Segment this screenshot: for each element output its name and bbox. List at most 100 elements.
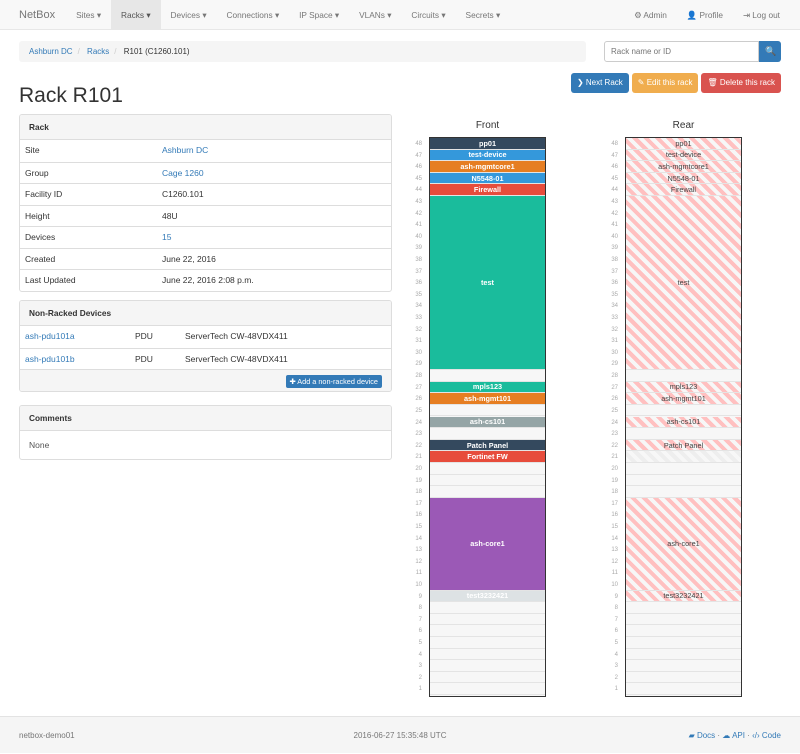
unit-number: 40 [611, 233, 618, 240]
edit-rack-button[interactable]: ✎ Edit this rack [631, 73, 699, 93]
empty-slot[interactable] [430, 486, 545, 498]
device-link[interactable]: ash-pdu101a [25, 331, 75, 341]
empty-slot[interactable] [430, 370, 545, 382]
empty-slot[interactable] [430, 660, 545, 672]
empty-slot[interactable] [430, 637, 545, 649]
empty-slot[interactable] [626, 405, 741, 417]
unit-number: 6 [614, 628, 618, 635]
footer: netbox-demo01 2016-06-27 15:35:48 UTC ▰ … [0, 716, 800, 753]
nav-menu-6[interactable]: Circuits ▾ [411, 9, 446, 20]
panel-heading: Comments [20, 406, 391, 431]
empty-slot[interactable] [626, 463, 741, 475]
unit-number: 46 [415, 164, 422, 171]
logout-link[interactable]: ⇥ Log out [743, 9, 780, 20]
device-slot[interactable]: ash-cs101 [626, 416, 741, 429]
empty-slot[interactable] [430, 428, 545, 440]
device-slot[interactable]: Firewall [626, 184, 741, 196]
api-link[interactable]: ☁ API [722, 731, 745, 740]
empty-slot[interactable] [626, 649, 741, 661]
empty-slot[interactable] [626, 625, 741, 637]
unit-number: 48 [611, 141, 618, 147]
nav-menu-3[interactable]: Connections ▾ [226, 9, 280, 20]
docs-link[interactable]: ▰ Docs [688, 731, 716, 740]
nav-menu-2[interactable]: Devices ▾ [170, 9, 207, 20]
device-slot[interactable]: Fortinet FW [430, 451, 545, 463]
device-slot[interactable]: Patch Panel [626, 439, 741, 452]
unit-number: 1 [614, 686, 618, 693]
empty-slot[interactable] [430, 672, 545, 684]
detail-value: June 22, 2016 [162, 253, 216, 264]
unit-number: 11 [415, 570, 422, 577]
device-slot[interactable]: ash-mgmt101 [626, 393, 741, 405]
device-slot[interactable]: test3232421 [430, 590, 545, 603]
search-button[interactable]: 🔍 [759, 41, 781, 62]
detail-value: C1260.101 [162, 189, 204, 199]
profile-link[interactable]: 👤 Profile [686, 9, 724, 20]
empty-slot[interactable] [430, 405, 545, 417]
device-slot[interactable]: mpls123 [430, 381, 545, 394]
device-slot[interactable]: ash-mgmt101 [430, 393, 545, 405]
device-slot[interactable]: N5548-01 [430, 172, 545, 185]
device-slot[interactable]: mpls123 [626, 381, 741, 394]
device-slot[interactable]: pp01 [430, 138, 545, 150]
device-slot[interactable]: ash-mgmtcore1 [626, 161, 741, 173]
unit-number: 44 [611, 187, 618, 194]
code-link[interactable]: ‹/› Code [752, 731, 781, 740]
device-slot[interactable] [626, 451, 741, 463]
empty-slot[interactable] [626, 683, 741, 695]
device-slot[interactable]: Firewall [430, 184, 545, 196]
breadcrumb: Ashburn DC / Racks / R101 (C1260.101) [19, 41, 586, 62]
empty-slot[interactable] [626, 486, 741, 498]
empty-slot[interactable] [430, 614, 545, 626]
device-slot[interactable]: test3232421 [626, 590, 741, 603]
next-rack-button[interactable]: ❯ Next Rack [570, 73, 629, 93]
nav-menu-4[interactable]: IP Space ▾ [299, 9, 340, 20]
nav-menu-7[interactable]: Secrets ▾ [465, 9, 501, 20]
detail-label: Group [25, 167, 49, 178]
unit-number: 25 [611, 407, 618, 414]
unit-number: 22 [415, 442, 422, 449]
unit-number: 7 [614, 616, 618, 623]
empty-slot[interactable] [430, 625, 545, 637]
device-slot[interactable]: ash-cs101 [430, 416, 545, 429]
empty-slot[interactable] [430, 475, 545, 487]
empty-slot[interactable] [430, 602, 545, 614]
empty-slot[interactable] [626, 637, 741, 649]
device-slot[interactable]: ash-core1 [430, 497, 545, 591]
nav-menu-0[interactable]: Sites ▾ [76, 9, 101, 20]
breadcrumb-site[interactable]: Ashburn DC [29, 47, 73, 56]
device-slot[interactable]: test [626, 196, 741, 371]
nav-menu-1[interactable]: Racks ▾ [111, 0, 161, 30]
empty-slot[interactable] [626, 602, 741, 614]
empty-slot[interactable] [626, 614, 741, 626]
detail-value[interactable]: Ashburn DC [162, 145, 209, 155]
unit-number: 17 [611, 500, 618, 507]
delete-rack-button[interactable]: 🗑 Delete this rack [701, 73, 781, 93]
empty-slot[interactable] [626, 370, 741, 382]
detail-value[interactable]: Cage 1260 [162, 167, 204, 178]
empty-slot[interactable] [626, 672, 741, 684]
breadcrumb-racks[interactable]: Racks [87, 47, 110, 56]
device-slot[interactable]: ash-mgmtcore1 [430, 161, 545, 173]
empty-slot[interactable] [626, 475, 741, 487]
device-slot[interactable]: N5548-01 [626, 172, 741, 185]
add-non-racked-device-button[interactable]: ✚ Add a non-racked device [285, 375, 382, 388]
empty-slot[interactable] [430, 683, 545, 695]
admin-link[interactable]: ⚙ Admin [634, 9, 667, 20]
device-slot[interactable]: Patch Panel [430, 439, 545, 452]
device-slot[interactable]: ash-core1 [626, 497, 741, 591]
detail-value[interactable]: 15 [162, 232, 172, 242]
device-link[interactable]: ash-pdu101b [25, 353, 75, 364]
empty-slot[interactable] [430, 649, 545, 661]
empty-slot[interactable] [626, 660, 741, 672]
empty-slot[interactable] [626, 428, 741, 440]
device-slot[interactable]: test [430, 196, 545, 371]
device-slot[interactable]: test-device [430, 149, 545, 162]
nav-menu-5[interactable]: VLANs ▾ [359, 9, 392, 20]
empty-slot[interactable] [430, 463, 545, 475]
brand-logo[interactable]: NetBox [19, 8, 56, 21]
search-input[interactable] [604, 41, 759, 62]
device-slot[interactable]: test-device [626, 149, 741, 162]
unit-number: 2 [418, 674, 422, 681]
device-slot[interactable]: pp01 [626, 138, 741, 150]
